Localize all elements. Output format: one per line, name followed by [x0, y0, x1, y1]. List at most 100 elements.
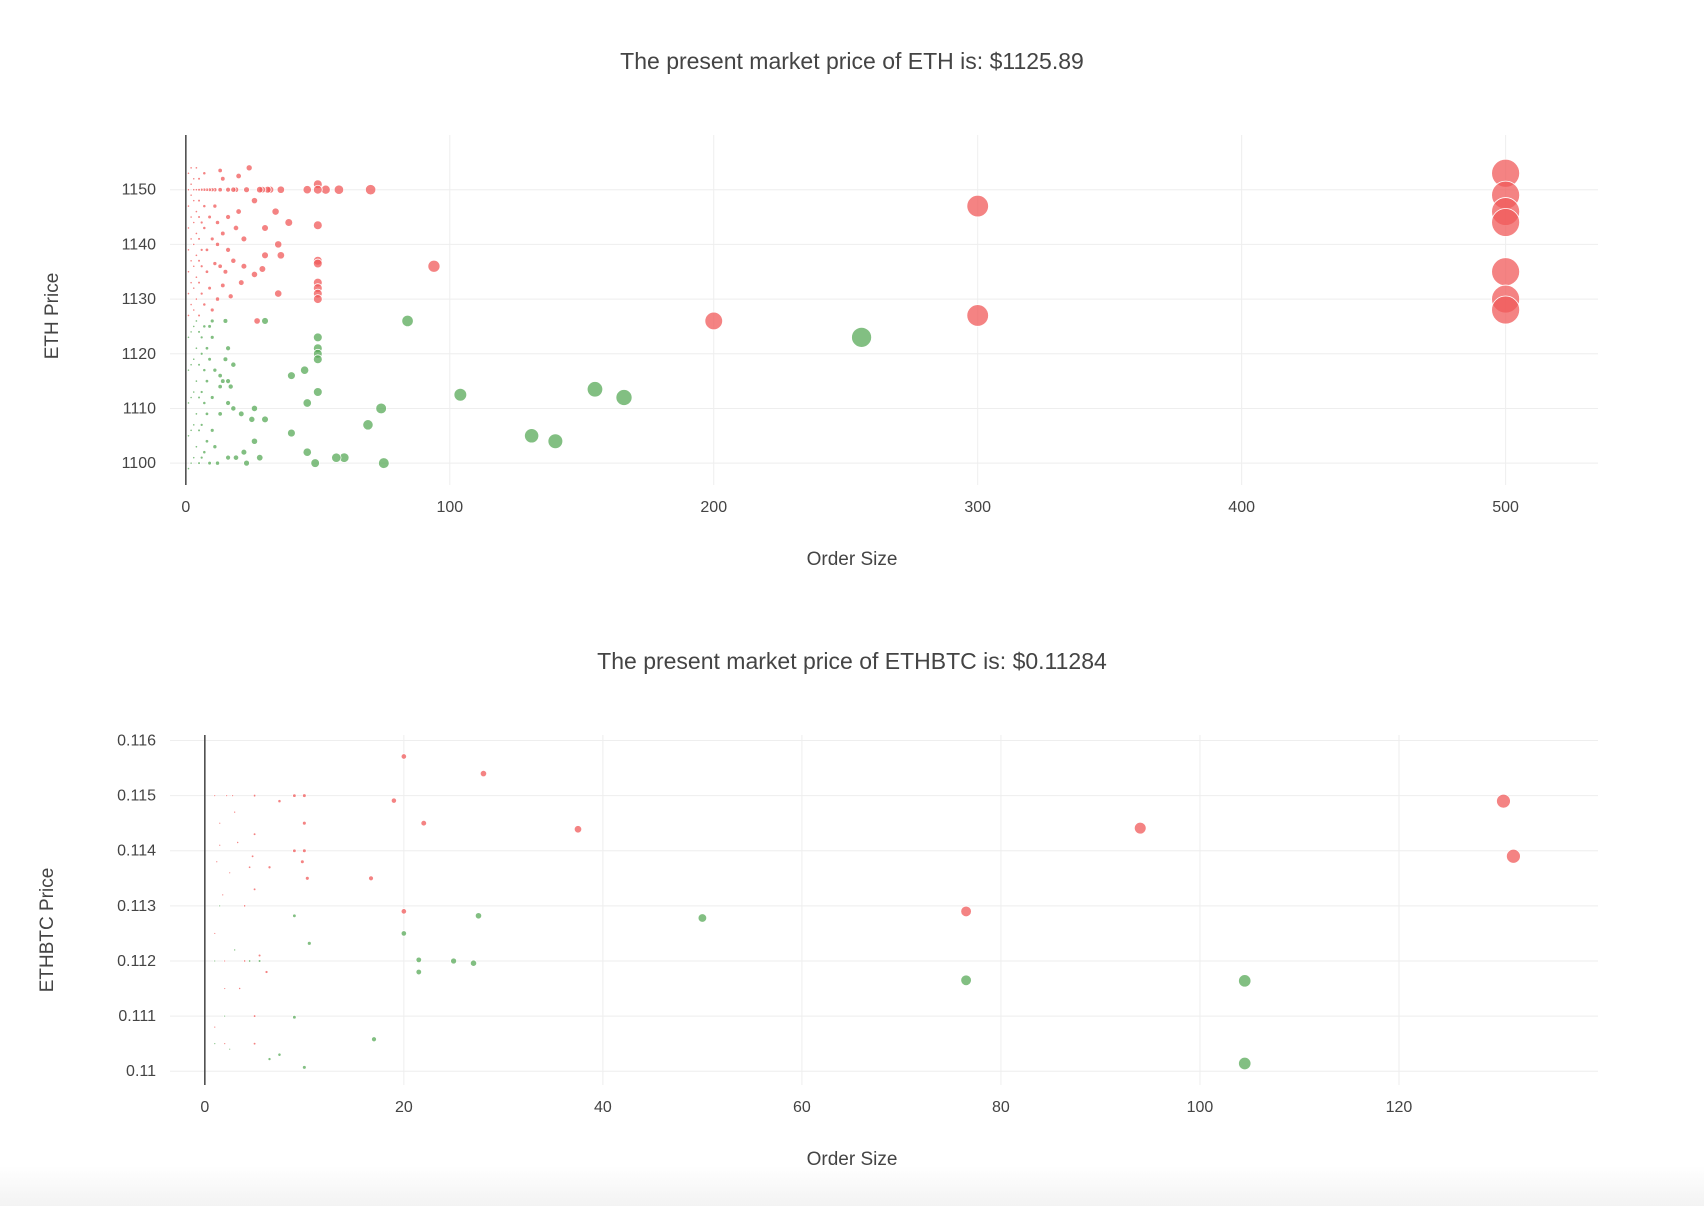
data-point[interactable] — [213, 1042, 217, 1046]
data-point[interactable] — [194, 412, 199, 416]
data-point[interactable] — [214, 460, 221, 466]
data-point[interactable] — [240, 262, 248, 270]
data-point[interactable] — [221, 893, 225, 897]
data-point[interactable] — [209, 427, 215, 433]
data-point[interactable] — [225, 345, 231, 352]
data-point[interactable] — [252, 1041, 257, 1046]
data-point[interactable] — [302, 848, 307, 854]
data-point[interactable] — [197, 428, 201, 433]
data-point[interactable] — [194, 445, 199, 449]
data-point[interactable] — [217, 372, 223, 379]
data-point[interactable] — [223, 959, 227, 963]
data-point[interactable] — [261, 251, 269, 260]
data-point[interactable] — [220, 378, 226, 384]
data-point[interactable] — [225, 400, 231, 406]
data-point[interactable] — [202, 302, 207, 307]
data-point[interactable] — [197, 362, 201, 367]
data-point[interactable] — [213, 794, 217, 798]
data-point[interactable] — [312, 184, 323, 195]
data-point[interactable] — [274, 289, 283, 298]
data-point[interactable] — [233, 810, 237, 814]
data-point[interactable] — [192, 220, 196, 225]
data-point[interactable] — [966, 194, 989, 218]
data-point[interactable] — [192, 456, 196, 460]
data-point[interactable] — [197, 215, 201, 219]
data-point[interactable] — [277, 1052, 282, 1057]
data-point[interactable] — [233, 948, 237, 952]
data-point[interactable] — [586, 381, 604, 398]
data-point[interactable] — [199, 247, 204, 252]
data-point[interactable] — [276, 251, 286, 260]
data-point[interactable] — [225, 214, 231, 220]
data-point[interactable] — [199, 351, 204, 356]
data-point[interactable] — [450, 957, 458, 965]
data-point[interactable] — [225, 246, 231, 253]
data-point[interactable] — [194, 275, 199, 279]
data-point[interactable] — [199, 291, 204, 296]
data-point[interactable] — [258, 265, 267, 273]
data-point[interactable] — [333, 184, 345, 195]
data-point[interactable] — [1496, 793, 1511, 809]
data-point[interactable] — [252, 793, 257, 798]
data-point[interactable] — [214, 296, 221, 302]
data-point[interactable] — [204, 378, 210, 384]
data-point[interactable] — [960, 974, 972, 987]
data-point[interactable] — [189, 193, 193, 197]
data-point[interactable] — [276, 185, 286, 194]
data-point[interactable] — [194, 188, 199, 192]
data-point[interactable] — [228, 871, 232, 875]
data-point[interactable] — [194, 379, 199, 383]
data-point[interactable] — [371, 1036, 377, 1043]
data-point[interactable] — [199, 422, 204, 427]
data-point[interactable] — [199, 220, 204, 225]
data-point[interactable] — [186, 171, 191, 175]
data-point[interactable] — [223, 1042, 227, 1046]
data-point[interactable] — [194, 166, 199, 170]
data-point[interactable] — [292, 913, 297, 919]
data-point[interactable] — [469, 959, 478, 967]
data-point[interactable] — [240, 235, 248, 243]
data-point[interactable] — [238, 987, 242, 991]
data-point[interactable] — [250, 270, 259, 279]
data-point[interactable] — [202, 225, 207, 231]
data-point[interactable] — [230, 186, 237, 193]
data-point[interactable] — [197, 461, 201, 465]
data-point[interactable] — [222, 356, 229, 363]
data-point[interactable] — [292, 848, 297, 853]
data-point[interactable] — [207, 356, 212, 362]
data-point[interactable] — [207, 285, 212, 291]
data-point[interactable] — [220, 282, 226, 289]
data-point[interactable] — [245, 164, 253, 172]
data-point[interactable] — [284, 218, 294, 227]
data-point[interactable] — [217, 187, 223, 193]
data-point[interactable] — [202, 171, 207, 176]
data-point[interactable] — [1491, 208, 1521, 237]
data-point[interactable] — [250, 437, 259, 445]
data-point[interactable] — [235, 172, 242, 180]
data-point[interactable] — [547, 433, 564, 450]
data-point[interactable] — [204, 247, 210, 253]
data-point[interactable] — [225, 186, 231, 193]
data-point[interactable] — [189, 363, 193, 367]
data-point[interactable] — [194, 297, 199, 301]
data-point[interactable] — [237, 279, 245, 286]
data-point[interactable] — [960, 905, 972, 918]
data-point[interactable] — [204, 346, 210, 351]
data-point[interactable] — [243, 959, 247, 963]
data-point[interactable] — [189, 237, 193, 241]
data-point[interactable] — [207, 214, 212, 220]
data-point[interactable] — [186, 188, 191, 192]
data-point[interactable] — [257, 959, 262, 963]
data-point[interactable] — [214, 241, 221, 247]
data-point[interactable] — [302, 793, 307, 798]
data-point[interactable] — [186, 434, 191, 438]
data-point[interactable] — [302, 398, 312, 408]
data-point[interactable] — [202, 204, 207, 209]
data-point[interactable] — [217, 383, 223, 390]
data-point[interactable] — [252, 1014, 257, 1018]
data-point[interactable] — [453, 387, 468, 402]
data-point[interactable] — [189, 166, 193, 170]
data-point[interactable] — [267, 865, 272, 870]
data-point[interactable] — [197, 330, 201, 334]
data-point[interactable] — [189, 395, 193, 400]
